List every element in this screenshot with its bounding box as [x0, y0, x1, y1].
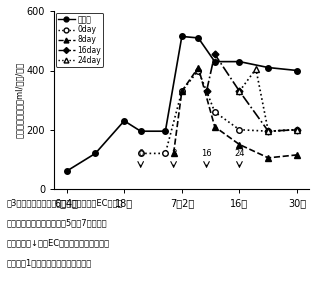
Text: 図3　見かけの吸水量の時期別変化と高EC培養液: 図3 見かけの吸水量の時期別変化と高EC培養液: [6, 199, 123, 208]
Y-axis label: 見かけの吸水量（ml/個体/日）: 見かけの吸水量（ml/個体/日）: [15, 62, 24, 138]
Text: 8: 8: [171, 149, 176, 158]
Text: 図中の↓は高EC培養液の施用開始時期: 図中の↓は高EC培養液の施用開始時期: [6, 238, 109, 247]
Text: による吸水量の低下（5月～7月栄培）: による吸水量の低下（5月～7月栄培）: [6, 219, 107, 228]
Legend: 対照区, 0day, 8day, 16day, 24day: 対照区, 0day, 8day, 16day, 24day: [56, 13, 103, 67]
Text: 0: 0: [138, 149, 143, 158]
Text: 16: 16: [201, 149, 212, 158]
Text: （第1花房の開花後日数）を示す: （第1花房の開花後日数）を示す: [6, 258, 92, 267]
Text: 24: 24: [234, 149, 245, 158]
